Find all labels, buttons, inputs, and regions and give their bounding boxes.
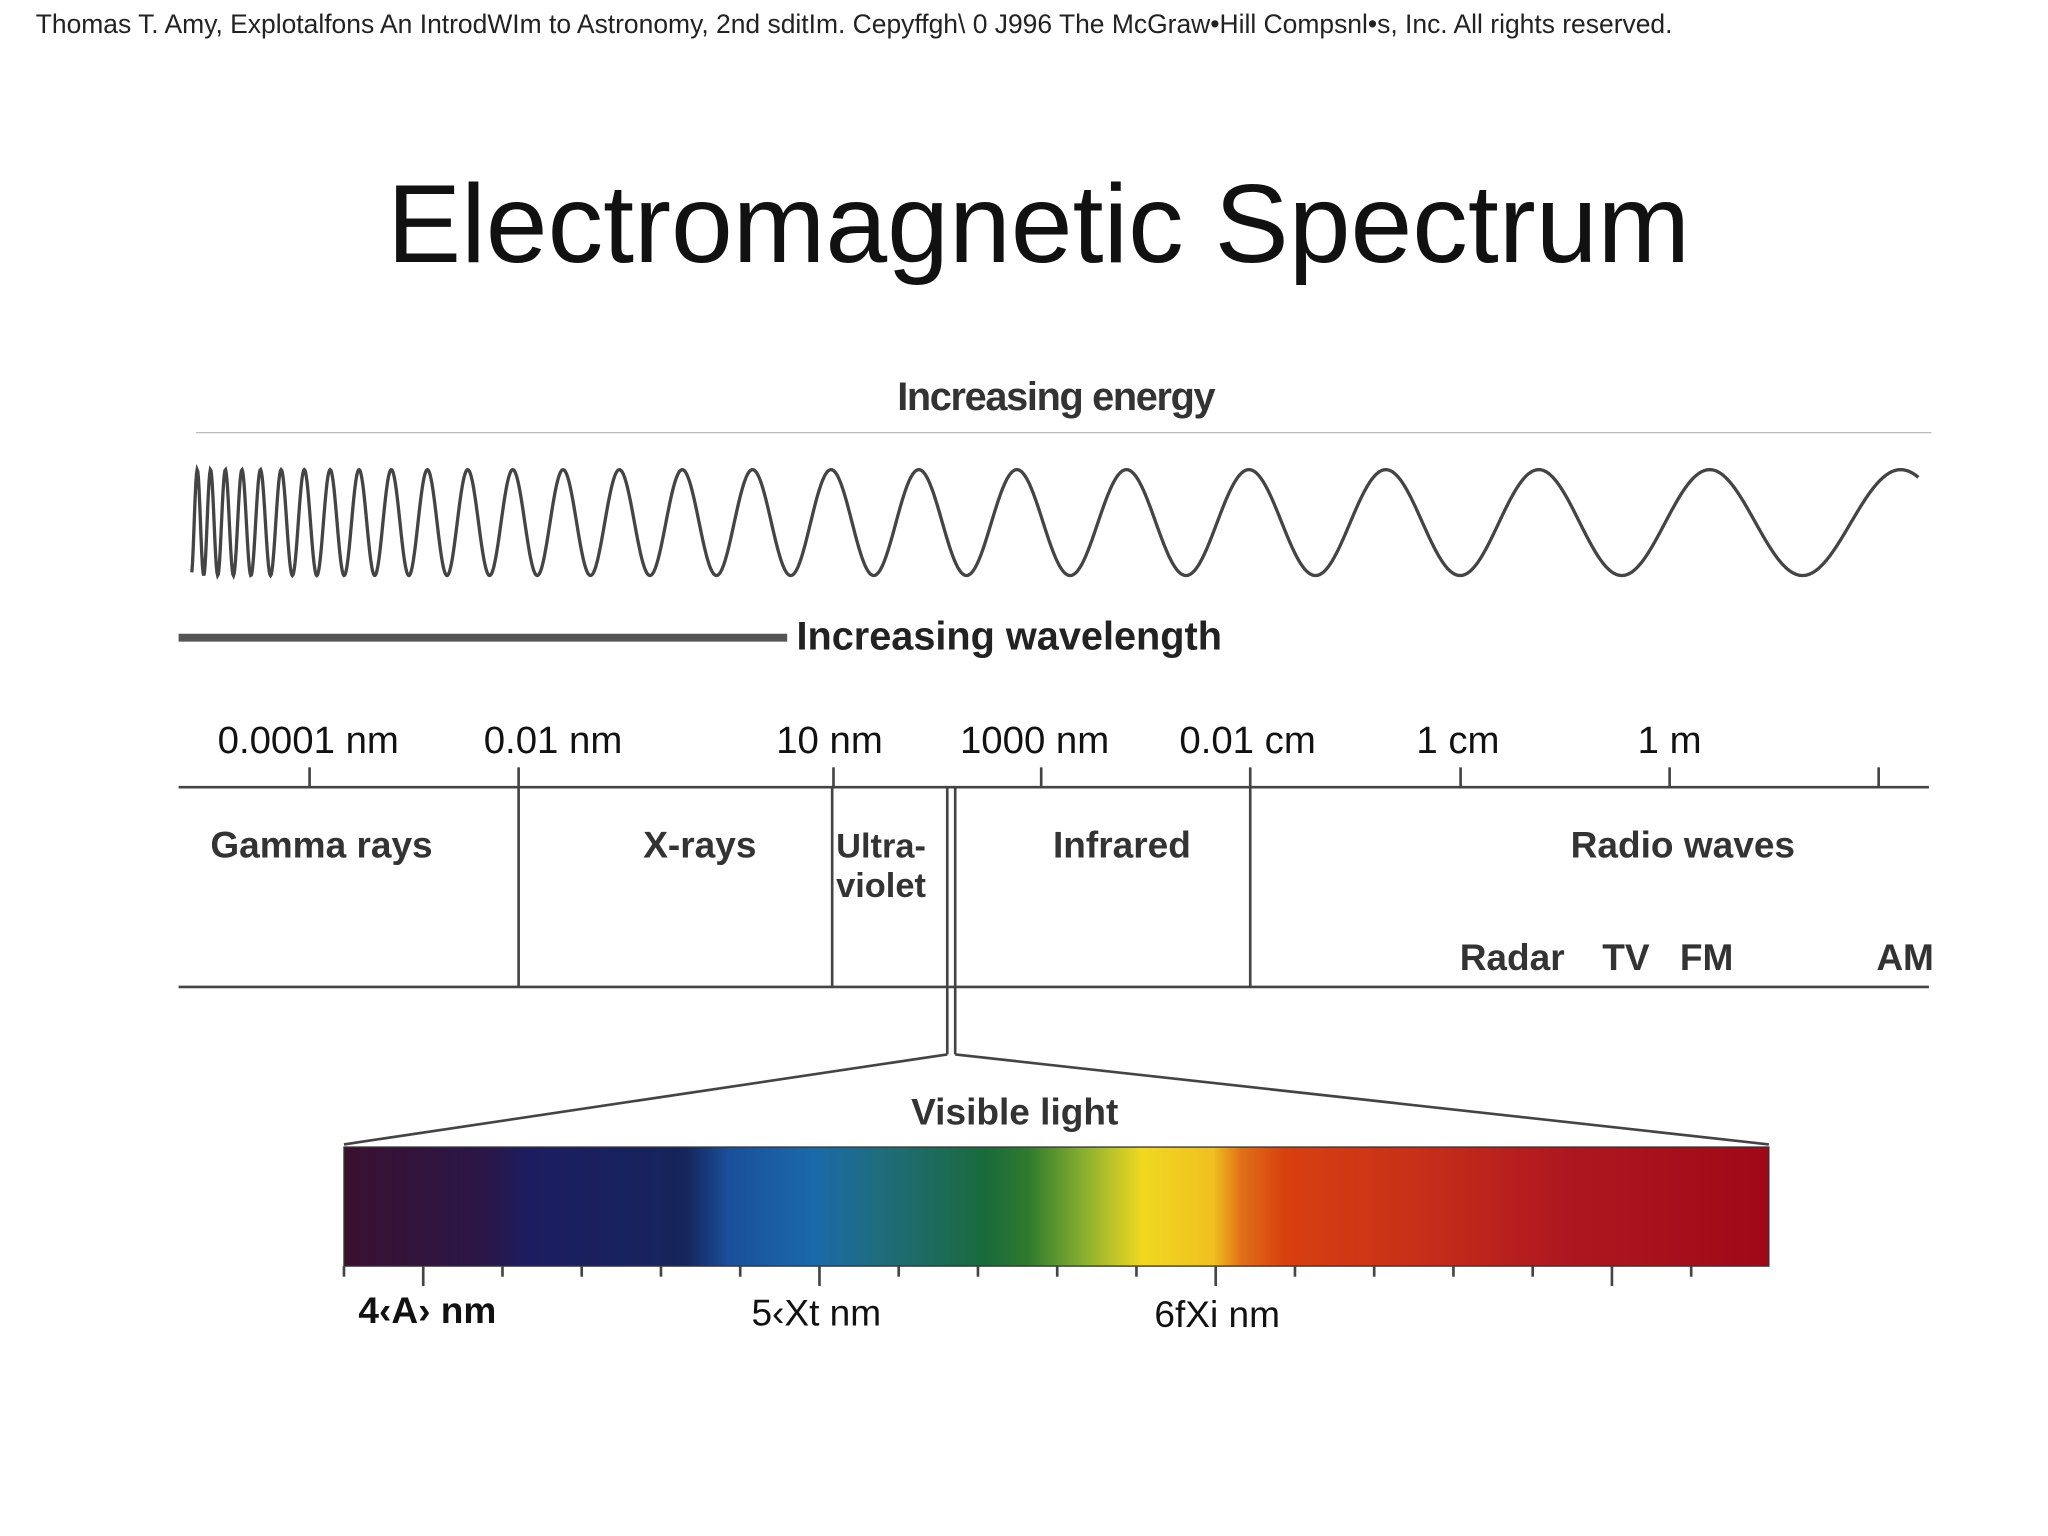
scale-label: 0.0001 nm xyxy=(218,719,399,762)
funnel xyxy=(955,1053,1769,1146)
region-label: Infrared xyxy=(1053,823,1191,865)
region-label: violet xyxy=(836,867,926,905)
region-label: X-rays xyxy=(643,823,756,865)
wave xyxy=(190,463,1920,580)
visible-spectrum xyxy=(343,1146,1770,1267)
scale-label: 1 m xyxy=(1638,719,1702,762)
funnel xyxy=(343,1053,948,1146)
visible-tick-label: 4‹A› nm xyxy=(358,1289,496,1331)
wavelength-label: Increasing wavelength xyxy=(796,615,1222,659)
scale-label: 0.01 nm xyxy=(484,719,623,762)
band-label: AM xyxy=(1876,936,1934,978)
band-label: Radar xyxy=(1460,936,1565,978)
visible-label: Visible light xyxy=(911,1091,1118,1133)
band-label: TV xyxy=(1602,936,1650,978)
scale: 0.0001 nm 0.01 nm 10 nm 1000 nm 0.01 cm 1 cm 1… xyxy=(218,719,1880,788)
visible-tick-label: 5‹Xt nm xyxy=(751,1292,881,1334)
visible-tick-label: 6fXi nm xyxy=(1154,1293,1280,1335)
scale-label: 1000 nm xyxy=(960,719,1109,762)
title: Electromagnetic Spectrum xyxy=(387,161,1690,286)
region-label: Ultra- xyxy=(836,827,926,865)
scale-label: 0.01 cm xyxy=(1179,719,1315,762)
credit: Thomas T. Amy, Explotalfons An IntrodWIm… xyxy=(36,9,1673,39)
band-label: FM xyxy=(1680,936,1733,978)
visible-ticks xyxy=(342,1266,1693,1286)
region-label: Radio waves xyxy=(1571,823,1795,865)
energy-label: Increasing energy xyxy=(897,375,1215,419)
scale-label: 10 nm xyxy=(776,719,883,762)
region-label: Gamma rays xyxy=(210,823,432,865)
scale-label: 1 cm xyxy=(1416,719,1499,762)
